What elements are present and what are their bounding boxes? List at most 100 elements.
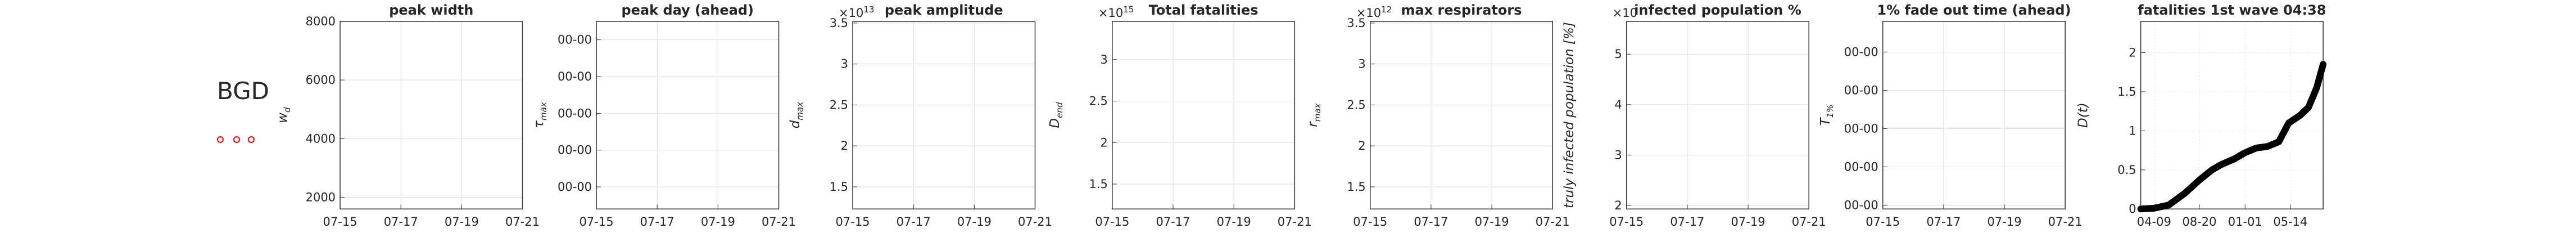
chart-title: infected population % [1634,2,1801,18]
marker [248,136,255,143]
x-tick-label: 04-09 [2137,215,2171,229]
y-tick-label: 00-00 [558,70,592,83]
y-label-sub: end [1054,102,1065,118]
x-tick-label: 07-15 [836,215,870,229]
x-tick-label: 07-19 [1731,215,1765,229]
x-tick-label: 07-19 [1988,215,2022,229]
y-label-sub: d [282,107,292,113]
y-label-sub: max [538,102,549,120]
y-tick-label: 00-00 [1844,198,1878,212]
axes-frame [1370,21,1553,209]
marker [233,136,240,143]
y-label-main: r [1306,121,1320,127]
y-axis-label: T1% [1818,105,1835,126]
y-tick-label: 2 [2129,46,2136,60]
x-tick-label: 07-21 [762,215,796,229]
y-tick-label: 2000 [306,190,336,204]
x-tick-label: 07-19 [1217,215,1251,229]
x-tick-label: 07-21 [2048,215,2082,229]
y-tick-label: 1.5 [1089,177,1107,191]
x-tick-label: 07-15 [1866,215,1900,229]
y-tick-label: 1.5 [1347,180,1365,194]
x-tick-label: 07-19 [445,215,479,229]
y-tick-label: 3 [841,57,848,71]
y-tick-label: 00-00 [1844,122,1878,135]
y-label-main: τ [532,120,546,128]
y-tick-label: 2 [1100,136,1107,149]
y-label-main: w [275,113,290,123]
y-tick-label: 3.5 [1347,16,1365,30]
country-label: BGD [217,77,269,105]
chart-title: Total fatalities [1149,2,1258,18]
y-axis-label: rmax [1306,103,1323,127]
y-axis-label: τmax [532,102,549,128]
offset-base: ×10 [1613,6,1637,20]
chart-title: 1% fade out time (ahead) [1877,2,2071,18]
y-tick-label: 00-00 [558,33,592,47]
y-label-main: d [788,120,803,128]
y-tick-label: 3.5 [830,16,848,30]
offset-exp: 12 [1381,5,1392,15]
y-label-sub: 1% [1825,105,1835,118]
chart-title: peak width [389,2,473,18]
y-tick-label: 2.5 [830,98,848,111]
offset-exp: 15 [1123,5,1134,15]
x-tick-label: 07-17 [1670,215,1704,229]
y-label-main: T [1818,117,1833,126]
y-tick-label: 00-00 [558,180,592,194]
x-tick-label: 07-21 [1278,215,1312,229]
chart-title: peak day (ahead) [622,2,754,18]
offset-base: ×10 [839,6,863,20]
axis-offset: ×1012 [1356,5,1392,20]
x-tick-label: 07-19 [957,215,992,229]
y-axis-label: D(t) [2076,102,2091,128]
chart-title: peak amplitude [885,2,1003,18]
axis-offset: ×1015 [1098,5,1134,20]
y-tick-label: 00-00 [1844,83,1878,97]
y-label-main: D(t) [2076,102,2091,128]
y-label-sub: max [1312,103,1323,122]
y-tick-label: 4 [1614,98,1622,111]
x-tick-label: 07-19 [1475,215,1509,229]
x-tick-label: 07-19 [701,215,735,229]
y-tick-label: 3 [1614,148,1622,162]
axis-offset: ×10 [1613,6,1637,20]
y-axis-label: wd [275,107,292,123]
x-tick-label: 07-15 [1609,215,1644,229]
x-tick-label: 07-15 [580,215,614,229]
axes-frame [852,21,1036,209]
y-tick-label: 0.5 [2117,163,2136,177]
y-label-main: D [1048,118,1062,128]
y-tick-label: 6000 [306,73,336,87]
chart-title: max respirators [1401,2,1522,18]
x-tick-label: 07-21 [1792,215,1826,229]
x-tick-label: 07-17 [1926,215,1961,229]
y-tick-label: 3 [1100,53,1107,66]
axes-frame [596,21,780,209]
y-tick-label: 00-00 [558,106,592,120]
y-tick-label: 2.5 [1089,95,1107,108]
axes-frame [2140,21,2324,209]
y-tick-label: 2 [1614,199,1622,212]
y-tick-label: 1.5 [2117,85,2136,99]
y-label-sub: max [795,102,805,120]
x-tick-label: 07-21 [1018,215,1052,229]
x-tick-label: 07-17 [640,215,674,229]
y-tick-label: 2 [841,139,848,153]
offset-base: ×10 [1356,6,1381,20]
y-tick-label: 8000 [306,15,336,28]
x-tick-label: 07-17 [1156,215,1190,229]
y-label-main: truly infected population [%] [1562,22,1577,208]
y-axis-label: truly infected population [%] [1562,22,1577,208]
y-tick-label: 1.5 [830,180,848,194]
x-tick-label: 07-21 [505,215,540,229]
y-tick-label: 00-00 [1844,160,1878,173]
y-tick-label: 5 [1614,47,1622,61]
x-tick-label: 01-01 [2228,215,2262,229]
axes-frame [1112,21,1296,209]
x-tick-label: 07-15 [1353,215,1387,229]
y-axis-label: dmax [788,102,805,128]
y-tick-label: 2.5 [1347,98,1365,111]
marker [217,136,224,143]
y-tick-label: 4000 [306,132,336,145]
